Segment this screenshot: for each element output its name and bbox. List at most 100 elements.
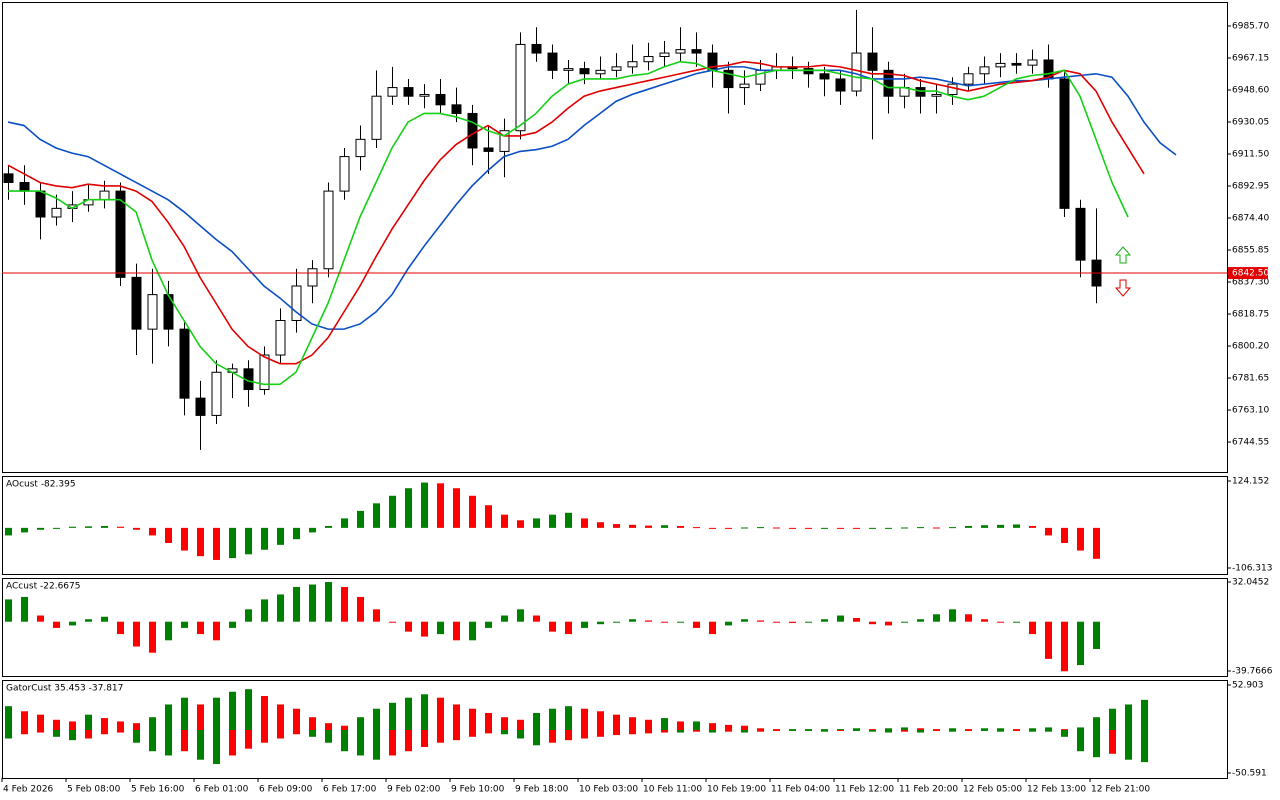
histogram-bar [21,596,28,622]
gator-bar [21,729,28,735]
candle-body [547,52,558,71]
histogram-bar [581,518,588,528]
gator-panel [2,680,1228,779]
y-tick-label: 6744.55 [1232,438,1269,448]
histogram-bar [117,526,124,528]
histogram-bar [261,527,268,550]
histogram-bar [37,527,44,530]
gator-bar [389,702,396,730]
histogram-bar [549,621,556,632]
current-price-box [1228,267,1268,280]
histogram-bar [1029,621,1036,635]
gator-bar [117,721,124,730]
histogram-bar [581,621,588,628]
candle-body [579,68,590,75]
histogram-bar [933,614,940,622]
x-tick-label: 5 Feb 16:00 [131,785,185,795]
gator-bar [197,704,204,730]
y-tick-label: 6930.05 [1232,118,1269,128]
gator-bar [981,729,988,731]
gator-bar [965,729,972,731]
candle-body [3,173,14,183]
histogram-bar [181,527,188,551]
histogram-bar [677,525,684,528]
main-panel [2,2,1228,473]
gator-bar [405,697,412,730]
histogram-bar [101,525,108,528]
ac-panel [2,578,1228,677]
candle-body [883,69,894,97]
histogram-bar [725,621,732,626]
histogram-bar [645,620,652,622]
histogram-bar [421,482,428,528]
gator-bar [133,729,140,743]
histogram-bar [341,587,348,622]
histogram-bar [293,587,300,622]
gator-bar [1061,729,1068,737]
histogram-bar [773,527,780,529]
histogram-bar [965,614,972,622]
histogram-bar [1061,621,1068,672]
histogram-bar [373,609,380,622]
histogram-bar [213,621,220,641]
histogram-bar [853,527,860,529]
histogram-bar [405,488,412,528]
candle-body [291,285,302,322]
histogram-bar [965,525,972,528]
histogram-bar [517,520,524,528]
gator-bar [709,723,716,730]
x-tick-label: 11 Feb 12:00 [835,785,894,795]
gator-bar [1125,729,1132,760]
gator-bar [789,729,796,731]
histogram-bar [613,524,620,528]
gator-bar [1045,727,1052,730]
histogram-bar [1029,525,1036,528]
gator-bar [5,729,12,739]
candle-body [947,83,958,95]
gator-bar [1109,708,1116,730]
gator-bar [261,695,268,730]
histogram-bar [149,621,156,653]
histogram-bar [101,616,108,622]
candle-body [659,52,670,58]
gator-bar [229,691,236,730]
gator-bar [517,719,524,730]
histogram-bar [917,527,924,529]
histogram-bar [85,526,92,528]
histogram-bar [821,619,828,622]
candle-body [531,43,542,54]
histogram-bar [853,617,860,622]
histogram-bar [773,621,780,623]
histogram-bar [805,527,812,529]
histogram-bar [357,510,364,528]
x-tick-label: 6 Feb 17:00 [323,785,377,795]
histogram-bar [901,621,908,623]
candle-body [131,276,142,330]
histogram-bar [789,527,796,529]
histogram-bar [21,527,28,533]
y-tick-label: 6800.20 [1232,342,1269,352]
gator-bar [693,721,700,730]
gator-bar [1141,699,1148,730]
histogram-bar [885,527,892,529]
gator-bar [149,729,156,752]
histogram-bar [325,525,332,528]
gator-bar [725,724,732,730]
gator-bar [453,704,460,730]
candle-body [739,83,750,89]
gator-bar [981,728,988,730]
candle-body [19,181,30,192]
gator-bar [949,729,956,732]
candle-body [867,52,878,71]
gator-bar [149,717,156,730]
candle-body [339,156,350,192]
y-tick-label: 6874.40 [1232,214,1269,224]
histogram-bar [1045,527,1052,536]
y-tick-label: 6967.15 [1232,53,1269,63]
gator-bar [645,729,652,734]
gator-bar [421,694,428,730]
histogram-bar [437,483,444,528]
histogram-bar [981,619,988,622]
histogram-bar [949,609,956,622]
histogram-bar [565,512,572,528]
